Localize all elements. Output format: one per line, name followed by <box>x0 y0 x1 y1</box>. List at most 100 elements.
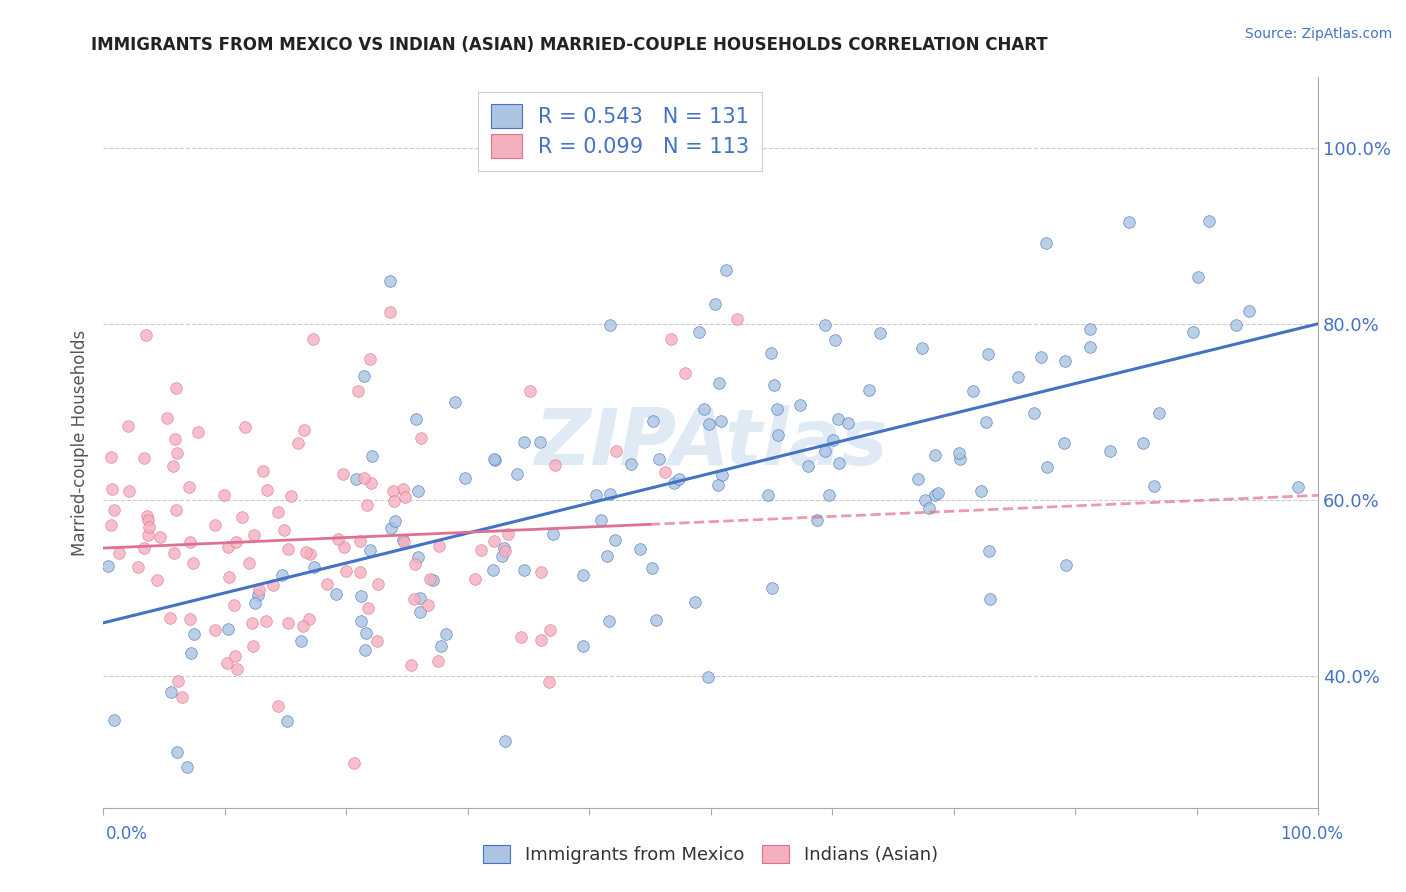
Point <box>710 413 733 427</box>
Point <box>103 503 125 517</box>
Point <box>242 639 264 653</box>
Point <box>818 488 841 502</box>
Point <box>353 642 375 657</box>
Point <box>225 662 247 676</box>
Point <box>444 395 467 409</box>
Point <box>243 528 266 542</box>
Point <box>273 523 295 537</box>
Point <box>977 544 1000 558</box>
Point <box>530 565 553 579</box>
Point <box>494 544 516 558</box>
Point <box>710 468 733 483</box>
Point <box>392 534 415 549</box>
Point <box>530 632 553 647</box>
Point <box>492 541 515 556</box>
Point <box>292 423 315 437</box>
Point <box>823 433 845 447</box>
Point <box>391 482 413 496</box>
Point <box>349 534 371 549</box>
Point <box>117 419 139 434</box>
Point <box>641 560 664 574</box>
Point <box>162 546 184 560</box>
Point <box>814 444 837 458</box>
Point <box>1286 480 1309 494</box>
Point <box>907 472 929 486</box>
Point <box>225 535 247 549</box>
Point <box>1036 459 1059 474</box>
Point <box>204 623 226 637</box>
Point <box>181 556 204 570</box>
Point <box>464 572 486 586</box>
Point <box>103 713 125 727</box>
Point <box>132 450 155 465</box>
Point <box>974 415 997 429</box>
Point <box>127 560 149 574</box>
Point <box>183 627 205 641</box>
Point <box>159 611 181 625</box>
Point <box>243 596 266 610</box>
Point <box>648 451 671 466</box>
Point <box>513 434 536 449</box>
Point <box>381 483 404 498</box>
Point <box>402 591 425 606</box>
Point <box>170 690 193 704</box>
Point <box>1053 353 1076 368</box>
Point <box>789 398 811 412</box>
Point <box>797 459 820 474</box>
Point <box>911 341 934 355</box>
Point <box>384 515 406 529</box>
Point <box>541 527 564 541</box>
Point <box>673 367 696 381</box>
Point <box>411 431 433 445</box>
Point <box>277 542 299 557</box>
Point <box>1198 213 1220 227</box>
Point <box>409 605 432 619</box>
Point <box>683 595 706 609</box>
Point <box>696 669 718 683</box>
Point <box>643 414 665 428</box>
Point <box>215 656 238 670</box>
Point <box>484 452 506 467</box>
Point <box>1181 325 1204 339</box>
Point <box>349 614 371 628</box>
Point <box>304 559 326 574</box>
Point <box>620 457 643 471</box>
Point <box>367 577 389 591</box>
Point <box>491 549 513 563</box>
Point <box>366 634 388 648</box>
Point <box>138 520 160 534</box>
Point <box>356 498 378 512</box>
Point <box>238 556 260 570</box>
Point <box>603 533 626 547</box>
Point <box>1143 479 1166 493</box>
Point <box>344 472 367 486</box>
Point <box>837 417 859 431</box>
Point <box>277 615 299 630</box>
Point <box>280 489 302 503</box>
Point <box>1022 406 1045 420</box>
Point <box>645 613 668 627</box>
Point <box>454 470 477 484</box>
Point <box>325 587 347 601</box>
Point <box>979 592 1001 607</box>
Point <box>101 482 124 496</box>
Point <box>1132 435 1154 450</box>
Point <box>707 376 730 390</box>
Point <box>291 619 314 633</box>
Point <box>353 369 375 384</box>
Point <box>572 639 595 653</box>
Point <box>434 626 457 640</box>
Point <box>1118 215 1140 229</box>
Point <box>399 657 422 672</box>
Point <box>827 412 849 426</box>
Point <box>869 326 891 340</box>
Point <box>256 483 278 497</box>
Point <box>977 347 1000 361</box>
Point <box>406 549 429 564</box>
Point <box>354 626 377 640</box>
Point <box>427 539 450 553</box>
Point <box>506 467 529 481</box>
Point <box>470 543 492 558</box>
Point <box>380 521 402 535</box>
Point <box>482 533 505 548</box>
